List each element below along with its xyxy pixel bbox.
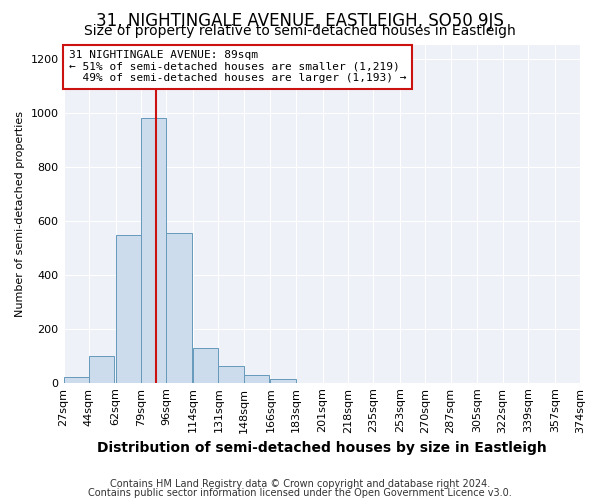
Bar (166, 233, 191, 382)
Bar (193, 348, 218, 382)
Text: Contains HM Land Registry data © Crown copyright and database right 2024.: Contains HM Land Registry data © Crown c… (110, 479, 490, 489)
Bar (64, 378, 89, 382)
Text: Size of property relative to semi-detached houses in Eastleigh: Size of property relative to semi-detach… (84, 24, 516, 38)
Bar (141, 118, 166, 382)
Text: 31 NIGHTINGALE AVENUE: 89sqm
← 51% of semi-detached houses are smaller (1,219)
 : 31 NIGHTINGALE AVENUE: 89sqm ← 51% of se… (69, 50, 406, 84)
X-axis label: Distribution of semi-detached houses by size in Eastleigh: Distribution of semi-detached houses by … (97, 441, 547, 455)
Text: 31, NIGHTINGALE AVENUE, EASTLEIGH, SO50 9JS: 31, NIGHTINGALE AVENUE, EASTLEIGH, SO50 … (96, 12, 504, 30)
Bar (271, 380, 296, 382)
Bar (244, 375, 269, 382)
Y-axis label: Number of semi-detached properties: Number of semi-detached properties (15, 111, 25, 317)
Bar (116, 236, 141, 382)
Bar (218, 366, 244, 382)
Bar (89, 356, 114, 382)
Text: Contains public sector information licensed under the Open Government Licence v3: Contains public sector information licen… (88, 488, 512, 498)
